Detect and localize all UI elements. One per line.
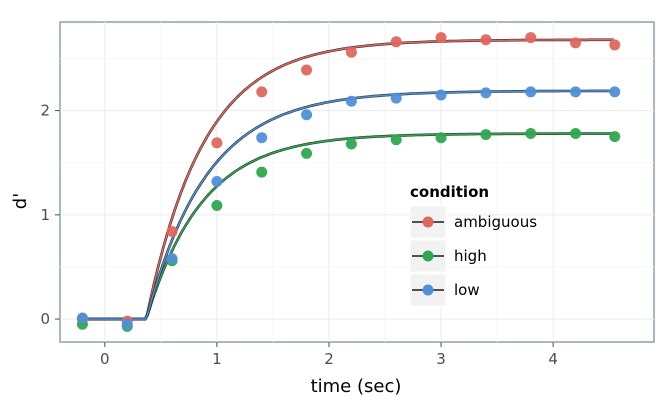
legend-marker-ambiguous <box>422 216 434 228</box>
data-point-high <box>525 128 537 140</box>
y-tick-label: 2 <box>40 102 50 120</box>
data-point-high <box>480 129 492 141</box>
data-point-high <box>211 199 223 211</box>
y-tick-label: 1 <box>40 206 50 224</box>
data-point-ambiguous <box>390 36 402 48</box>
data-point-low <box>166 253 178 265</box>
fit-curve-high <box>82 132 614 320</box>
y-tick-label: 0 <box>40 310 50 328</box>
x-tick-label: 0 <box>100 350 110 368</box>
legend-title: condition <box>410 183 489 201</box>
data-point-low <box>570 86 582 98</box>
data-point-high <box>390 134 402 146</box>
data-point-low <box>480 87 492 99</box>
data-point-low <box>76 312 88 324</box>
data-point-high <box>345 138 357 150</box>
data-point-ambiguous <box>570 37 582 49</box>
data-point-ambiguous <box>525 32 537 44</box>
data-points <box>76 32 621 332</box>
data-point-low <box>609 86 621 98</box>
x-tick-label: 4 <box>548 350 558 368</box>
data-point-high <box>435 132 447 144</box>
y-axis-title: d' <box>10 193 31 209</box>
data-point-low <box>256 132 268 144</box>
data-point-low <box>525 86 537 98</box>
x-tick-label: 1 <box>212 350 222 368</box>
data-point-low <box>211 175 223 187</box>
legend: condition ambiguous high low <box>409 183 537 307</box>
data-point-high <box>609 131 621 143</box>
axis-ticks: 0 1 2 3 4 0 1 2 <box>40 102 557 368</box>
data-point-ambiguous <box>480 34 492 46</box>
data-point-ambiguous <box>211 137 223 149</box>
legend-label-low: low <box>454 281 480 299</box>
grid <box>60 22 654 342</box>
data-point-low <box>345 95 357 107</box>
data-point-low <box>390 92 402 104</box>
legend-marker-low <box>422 284 434 296</box>
x-tick-label: 3 <box>436 350 446 368</box>
data-point-high <box>301 147 313 159</box>
data-point-ambiguous <box>166 226 178 238</box>
data-point-high <box>256 166 268 178</box>
data-point-low <box>435 89 447 101</box>
data-point-ambiguous <box>435 32 447 44</box>
legend-label-ambiguous: ambiguous <box>454 213 537 231</box>
x-tick-label: 2 <box>324 350 334 368</box>
data-point-ambiguous <box>301 64 313 76</box>
data-point-low <box>301 109 313 121</box>
plot-panel <box>59 21 655 343</box>
data-point-ambiguous <box>345 46 357 58</box>
plot-border <box>59 21 655 343</box>
data-point-high <box>570 128 582 140</box>
legend-marker-high <box>422 250 434 262</box>
data-point-low <box>121 318 133 330</box>
legend-label-high: high <box>454 247 487 265</box>
data-point-ambiguous <box>256 86 268 98</box>
x-axis-title: time (sec) <box>311 376 402 397</box>
data-point-ambiguous <box>609 39 621 51</box>
